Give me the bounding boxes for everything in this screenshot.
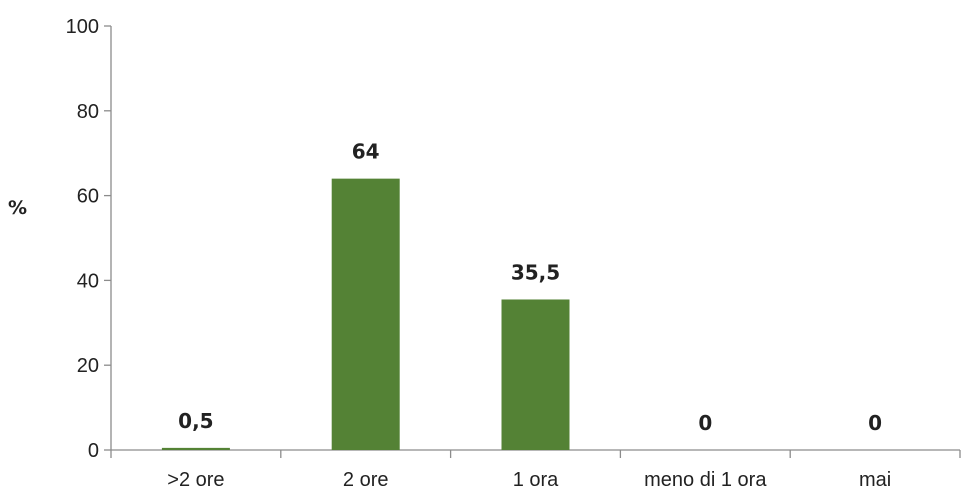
bar: [331, 178, 400, 450]
data-label: 64: [352, 140, 380, 164]
x-tick-label: 1 ora: [513, 469, 559, 491]
x-tick-label: meno di 1 ora: [644, 469, 767, 491]
data-label: 0: [868, 411, 882, 435]
data-label: 0: [698, 411, 712, 435]
x-axis: >2 ore 2 ore 1 ora meno di 1 ora mai: [110, 449, 961, 491]
x-tick-label: 2 ore: [343, 469, 389, 491]
bar: [161, 447, 230, 450]
x-tick-label: mai: [859, 469, 891, 491]
y-axis-title: %: [8, 197, 27, 219]
x-tick-label: >2 ore: [167, 469, 224, 491]
y-tick-label: 80: [77, 101, 99, 123]
bar: [501, 299, 570, 450]
y-tick-label: 100: [66, 16, 99, 38]
y-tick-label: 20: [77, 355, 99, 377]
bars: [161, 178, 570, 450]
y-tick-label: 40: [77, 270, 99, 292]
y-axis: 0 20 40 60 80 100: [66, 16, 112, 462]
y-tick-label: 60: [77, 186, 99, 208]
data-label: 35,5: [511, 260, 560, 284]
y-tick-label: 0: [88, 440, 99, 462]
data-label: 0,5: [178, 409, 213, 433]
data-labels: 0,5 64 35,5 0 0: [178, 140, 882, 435]
